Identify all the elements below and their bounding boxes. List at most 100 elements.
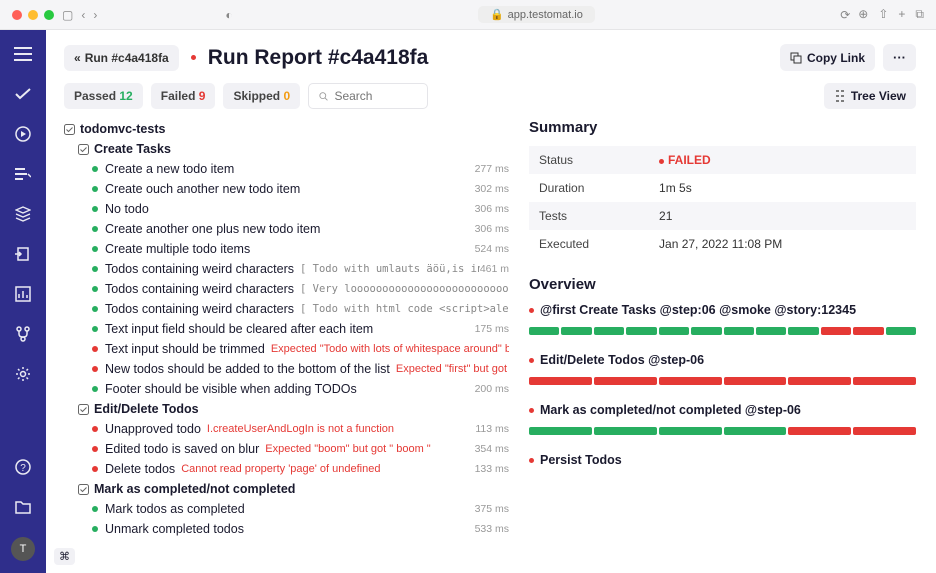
keyboard-shortcut-icon[interactable]: ⌘: [54, 548, 75, 565]
test-tree: todomvc-tests Create Tasks Create a new …: [64, 119, 509, 539]
folder-icon[interactable]: [13, 497, 33, 517]
overview-item-title: Persist Todos: [540, 453, 622, 467]
status-dot-icon: [92, 446, 98, 452]
test-row[interactable]: Delete todosCannot read property 'page' …: [64, 459, 509, 479]
layers-icon[interactable]: [13, 204, 33, 224]
overview-item[interactable]: Mark as completed/not completed @step-06: [529, 403, 916, 435]
more-button[interactable]: ···: [883, 44, 916, 71]
test-timing: 354 ms: [475, 443, 509, 455]
test-row[interactable]: Create another one plus new todo item306…: [64, 219, 509, 239]
refresh-icon[interactable]: ⟳: [840, 8, 850, 22]
test-row[interactable]: Text input field should be cleared after…: [64, 319, 509, 339]
bar-segment: [529, 427, 592, 435]
status-dot-icon: [92, 466, 98, 472]
overview-item[interactable]: @first Create Tasks @step:06 @smoke @sto…: [529, 303, 916, 335]
bar-segment: [691, 327, 721, 335]
bar-segment: [626, 327, 656, 335]
check-icon[interactable]: [13, 84, 33, 104]
test-timing: 533 ms: [475, 523, 509, 535]
test-timing: 461 m: [480, 263, 509, 275]
test-error: Expected "boom" but got " boom ": [265, 443, 430, 455]
test-row[interactable]: Todos containing weird characters[ Todo …: [64, 259, 509, 279]
test-name: Todos containing weird characters: [105, 262, 294, 276]
filter-passed[interactable]: Passed 12: [64, 83, 143, 109]
folder-edit[interactable]: Edit/Delete Todos: [64, 399, 509, 419]
tabs-icon[interactable]: ⧉: [915, 7, 924, 22]
bar-segment: [659, 377, 722, 385]
avatar[interactable]: T: [11, 537, 35, 561]
bar-segment: [886, 327, 916, 335]
search-field[interactable]: [334, 89, 417, 103]
status-dot-icon: [529, 408, 534, 413]
filter-failed[interactable]: Failed 9: [151, 83, 216, 109]
sidebar-toggle-icon[interactable]: ▢: [62, 8, 73, 22]
close-window-icon[interactable]: [12, 10, 22, 20]
checkbox-icon: [78, 484, 89, 495]
test-timing: 133 ms: [475, 463, 509, 475]
overview-item[interactable]: Persist Todos: [529, 453, 916, 467]
status-dot-icon: [92, 526, 98, 532]
status-dot-icon: [92, 186, 98, 192]
test-row[interactable]: Create ouch another new todo item302 ms: [64, 179, 509, 199]
share-icon[interactable]: ⇧: [878, 7, 888, 22]
filter-skipped[interactable]: Skipped 0: [223, 83, 300, 109]
status-dot-icon: [92, 346, 98, 352]
gear-icon[interactable]: [13, 364, 33, 384]
test-row[interactable]: No todo306 ms: [64, 199, 509, 219]
test-row[interactable]: Edited todo is saved on blurExpected "bo…: [64, 439, 509, 459]
browser-chrome: ▢ ‹ › ◐ 🔒app.testomat.io ⟳ ⊕ ⇧ + ⧉: [0, 0, 936, 30]
help-icon[interactable]: ?: [13, 457, 33, 477]
test-row[interactable]: Todos containing weird characters[ Todo …: [64, 299, 509, 319]
overview-item[interactable]: Edit/Delete Todos @step-06: [529, 353, 916, 385]
play-icon[interactable]: [13, 124, 33, 144]
test-name: Text input field should be cleared after…: [105, 322, 373, 336]
test-row[interactable]: New todos should be added to the bottom …: [64, 359, 509, 379]
test-detail: [ Very loooooooooooooooooooooooooooooooo…: [300, 283, 509, 295]
url-bar[interactable]: 🔒app.testomat.io: [241, 6, 833, 23]
folder-create[interactable]: Create Tasks: [64, 139, 509, 159]
checkbox-icon: [78, 404, 89, 415]
bar-segment: [756, 327, 786, 335]
tree-view-button[interactable]: Tree View: [824, 83, 916, 109]
bar-segment: [594, 377, 657, 385]
test-row[interactable]: Text input should be trimmedExpected "To…: [64, 339, 509, 359]
bar-segment: [594, 427, 657, 435]
bar-segment: [529, 377, 592, 385]
overview-title: Overview: [529, 276, 916, 293]
test-timing: 200 ms: [475, 383, 509, 395]
test-row[interactable]: Mark todos as completed375 ms: [64, 499, 509, 519]
test-row[interactable]: Create a new todo item277 ms: [64, 159, 509, 179]
import-icon[interactable]: [13, 244, 33, 264]
test-row[interactable]: Footer should be visible when adding TOD…: [64, 379, 509, 399]
folder-root[interactable]: todomvc-tests: [64, 119, 509, 139]
test-timing: 302 ms: [475, 183, 509, 195]
status-dot-icon: [529, 308, 534, 313]
minimize-window-icon[interactable]: [28, 10, 38, 20]
maximize-window-icon[interactable]: [44, 10, 54, 20]
status-dot-icon: [92, 506, 98, 512]
list-icon[interactable]: [13, 164, 33, 184]
new-tab-icon[interactable]: +: [898, 7, 905, 22]
back-button[interactable]: « Run #c4a418fa: [64, 45, 179, 71]
bar-segment: [853, 427, 916, 435]
copy-link-button[interactable]: Copy Link: [780, 44, 875, 71]
chart-icon[interactable]: [13, 284, 33, 304]
test-name: Unapproved todo: [105, 422, 201, 436]
test-row[interactable]: Create multiple todo items524 ms: [64, 239, 509, 259]
folder-mark[interactable]: Mark as completed/not completed: [64, 479, 509, 499]
test-name: Create multiple todo items: [105, 242, 250, 256]
test-row[interactable]: Unmark completed todos533 ms: [64, 519, 509, 539]
status-dot-icon: [659, 159, 664, 164]
test-row[interactable]: Unapproved todoI.createUserAndLogIn is n…: [64, 419, 509, 439]
test-row[interactable]: Todos containing weird characters[ Very …: [64, 279, 509, 299]
status-dot-icon: [92, 206, 98, 212]
shield-icon[interactable]: ◐: [225, 8, 232, 22]
search-input[interactable]: [308, 83, 428, 109]
forward-icon[interactable]: ›: [93, 8, 97, 22]
download-icon[interactable]: ⊕: [858, 7, 868, 22]
summary-title: Summary: [529, 119, 916, 136]
back-icon[interactable]: ‹: [81, 8, 85, 22]
folder-label: todomvc-tests: [80, 122, 165, 136]
menu-icon[interactable]: [13, 44, 33, 64]
branch-icon[interactable]: [13, 324, 33, 344]
